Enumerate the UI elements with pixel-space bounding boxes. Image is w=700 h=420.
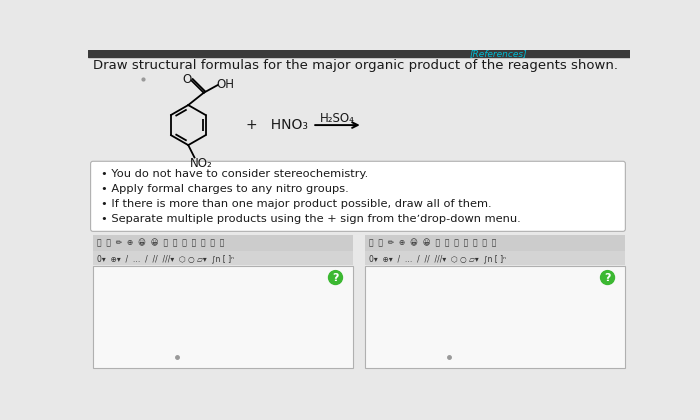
Circle shape [328,270,342,284]
Text: O: O [182,73,191,86]
Text: +   HNO₃: + HNO₃ [246,118,309,132]
Text: • Apply formal charges to any nitro groups.: • Apply formal charges to any nitro grou… [102,184,349,194]
Text: ?: ? [604,273,611,283]
Text: 🖐  📄  ✏  ⊕  😀  😀  🦸  🦸  📷  📷  🔍  🔍  🎨: 🖐 📄 ✏ ⊕ 😀 😀 🦸 🦸 📷 📷 🔍 🔍 🎨 [97,239,224,247]
Bar [93,235,353,251]
Text: ?: ? [332,273,339,283]
Text: H₂SO₄: H₂SO₄ [320,112,355,125]
Bar [93,251,353,265]
Text: • Separate multiple products using the + sign from theʼdrop-down menu.: • Separate multiple products using the +… [102,214,522,223]
Circle shape [601,270,615,284]
Text: 0▾  ⊕▾  /  …  /  //  ///▾  ⬡ ○ ▱▾  ∫n [ ]ⁿ: 0▾ ⊕▾ / … / // ///▾ ⬡ ○ ▱▾ ∫n [ ]ⁿ [97,254,234,263]
FancyBboxPatch shape [90,161,625,231]
Bar [365,251,624,265]
Text: 0▾  ⊕▾  /  …  /  //  ///▾  ⬡ ○ ▱▾  ∫n [ ]ⁿ: 0▾ ⊕▾ / … / // ///▾ ⬡ ○ ▱▾ ∫n [ ]ⁿ [369,254,506,263]
Text: [References]: [References] [470,49,527,58]
Text: OH: OH [216,78,235,91]
Text: NO₂: NO₂ [190,157,213,170]
Text: Draw structural formulas for the major organic product of the reagents shown.: Draw structural formulas for the major o… [93,58,618,71]
Bar [365,235,624,251]
Text: 🖐  📄  ✏  ⊕  😀  😀  🦸  🦸  📷  📷  🔍  🔍  🎨: 🖐 📄 ✏ ⊕ 😀 😀 🦸 🦸 📷 📷 🔍 🔍 🎨 [369,239,496,247]
Text: • If there is more than one major product possible, draw all of them.: • If there is more than one major produc… [102,199,492,209]
Bar [88,50,630,57]
Text: • You do not have to consider stereochemistry.: • You do not have to consider stereochem… [102,168,369,178]
Bar [365,266,624,368]
Bar [93,266,353,368]
